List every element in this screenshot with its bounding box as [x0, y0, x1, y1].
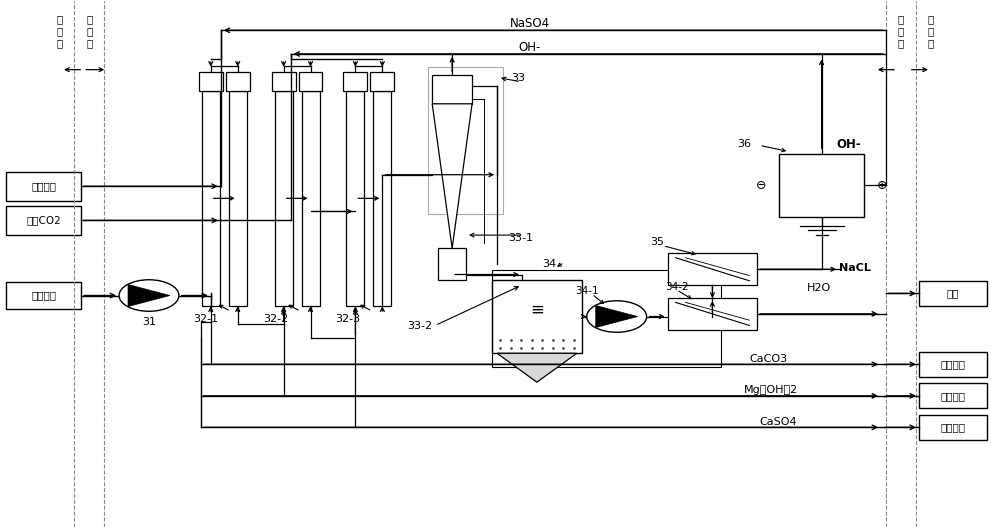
FancyBboxPatch shape [919, 281, 987, 306]
Text: 固液外排: 固液外排 [940, 360, 965, 369]
Text: 33-1: 33-1 [508, 233, 533, 243]
Text: 偏硅酸钠: 偏硅酸钠 [31, 182, 56, 192]
Bar [199, 72, 223, 91]
Text: 纯水: 纯水 [946, 288, 959, 298]
Text: 高硬废水: 高硬废水 [31, 290, 56, 300]
Text: CaSO4: CaSO4 [759, 417, 797, 427]
Bar [202, 91, 220, 306]
Polygon shape [432, 104, 472, 248]
Text: 系
统
外: 系 统 外 [928, 14, 934, 48]
Bar [346, 91, 364, 306]
Text: 35: 35 [651, 237, 665, 247]
Polygon shape [128, 285, 170, 307]
Polygon shape [497, 353, 577, 382]
Text: OH-: OH- [837, 138, 861, 151]
Text: 32-2: 32-2 [263, 314, 288, 324]
Text: 固液外排: 固液外排 [940, 422, 965, 432]
Bar [229, 91, 247, 306]
Bar [492, 280, 582, 353]
Bar [272, 72, 296, 91]
Bar [428, 67, 503, 214]
Bar [299, 72, 322, 91]
Bar [275, 91, 293, 306]
Text: 34-1: 34-1 [575, 286, 599, 296]
Bar [668, 298, 757, 329]
FancyBboxPatch shape [6, 206, 81, 235]
Text: NaCL: NaCL [839, 263, 871, 273]
Bar [302, 91, 320, 306]
Text: NaSO4: NaSO4 [510, 17, 550, 31]
Bar [226, 72, 250, 91]
Text: 32-3: 32-3 [335, 314, 360, 324]
Bar [779, 154, 864, 216]
Bar [668, 253, 757, 285]
Text: ⊕: ⊕ [877, 178, 887, 192]
Text: ≡: ≡ [530, 300, 544, 318]
Text: 系
统
内: 系 统 内 [86, 14, 92, 48]
Text: 34-2: 34-2 [665, 281, 688, 291]
Circle shape [119, 280, 179, 312]
Text: 36: 36 [737, 139, 751, 149]
Text: H2O: H2O [807, 283, 831, 293]
Bar [438, 248, 466, 280]
Text: OH-: OH- [519, 41, 541, 54]
Text: 系
统
内: 系 统 内 [898, 14, 904, 48]
Text: Mg（OH）2: Mg（OH）2 [744, 385, 799, 395]
FancyBboxPatch shape [6, 282, 81, 309]
Text: 33: 33 [511, 72, 525, 82]
Text: 33-2: 33-2 [407, 321, 432, 331]
Bar [370, 72, 394, 91]
FancyBboxPatch shape [6, 172, 81, 201]
Text: 工业CO2: 工业CO2 [26, 215, 61, 225]
FancyBboxPatch shape [919, 414, 987, 440]
Bar [343, 72, 367, 91]
FancyBboxPatch shape [919, 352, 987, 377]
Text: 31: 31 [142, 317, 156, 327]
FancyBboxPatch shape [919, 383, 987, 409]
Text: 固液外排: 固液外排 [940, 391, 965, 401]
Text: CaCO3: CaCO3 [749, 354, 787, 364]
Text: 34: 34 [542, 259, 556, 269]
Bar [492, 270, 721, 367]
Text: ⊖: ⊖ [756, 178, 767, 192]
Text: 32-1: 32-1 [193, 314, 218, 324]
Bar [432, 75, 472, 104]
Bar [373, 91, 391, 306]
Polygon shape [596, 306, 638, 327]
Circle shape [587, 301, 647, 332]
Text: 系
统
外: 系 统 外 [56, 14, 62, 48]
